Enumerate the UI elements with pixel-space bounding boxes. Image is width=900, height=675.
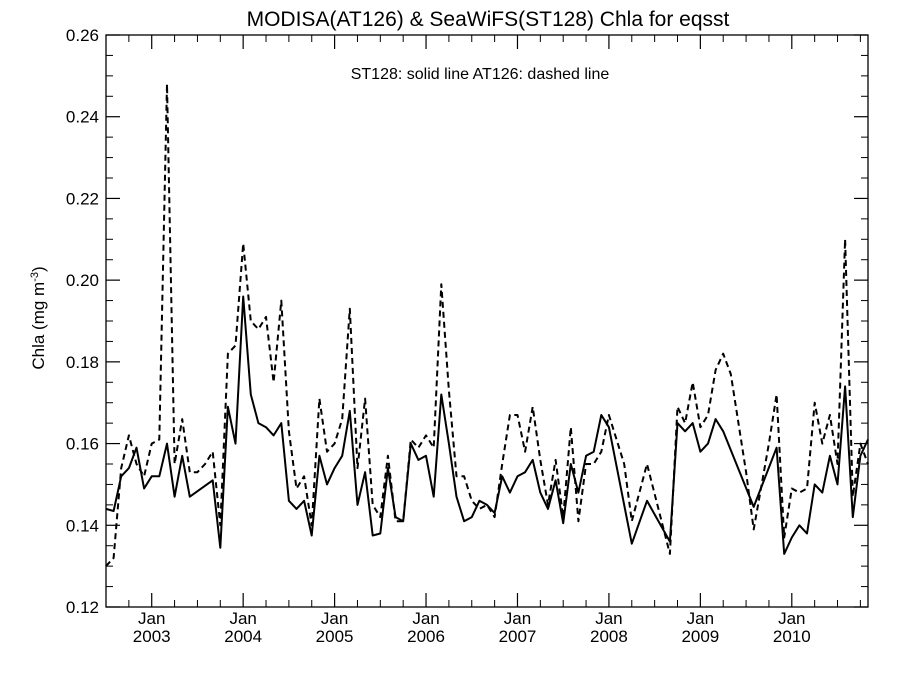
x-tick-month-label: Jan (778, 609, 805, 628)
x-tick-year-label: 2008 (590, 627, 628, 646)
x-tick-year-label: 2003 (133, 627, 171, 646)
x-tick-month-label: Jan (504, 609, 531, 628)
x-tick-month-label: Jan (412, 609, 439, 628)
data-series (105, 83, 869, 567)
y-axis-label-exponent: -3 (29, 272, 41, 282)
x-tick-year-label: 2010 (773, 627, 811, 646)
series-line-st128 (105, 295, 869, 555)
x-tick-year-label: 2006 (407, 627, 445, 646)
y-tick-label: 0.14 (66, 516, 99, 535)
y-axis-label-close: ) (29, 266, 48, 272)
plot-frame (105, 34, 869, 608)
x-tick-month-label: Jan (138, 609, 165, 628)
line-style-legend: ST128: solid line AT126: dashed line (351, 66, 610, 83)
x-tick-month-label: Jan (229, 609, 256, 628)
x-tick-year-label: 2007 (499, 627, 537, 646)
y-tick-label: 0.24 (66, 108, 99, 127)
x-tick-year-label: 2005 (316, 627, 354, 646)
x-tick-year-label: 2009 (681, 627, 719, 646)
y-tick-label: 0.26 (66, 26, 99, 45)
y-tick-label: 0.20 (66, 271, 99, 290)
y-tick-label: 0.18 (66, 353, 99, 372)
y-tick-label: 0.12 (66, 598, 99, 617)
y-axis-label-main: Chla (mg m (29, 282, 48, 370)
x-tick-month-label: Jan (687, 609, 714, 628)
x-tick-month-label: Jan (321, 609, 348, 628)
series-line-at126 (105, 83, 869, 567)
y-axis-label: Chla (mg m-3) (29, 266, 48, 369)
y-tick-label: 0.16 (66, 435, 99, 454)
y-tick-label: 0.22 (66, 189, 99, 208)
axis-ticks: 0.120.140.160.180.200.220.240.26Jan2003J… (66, 26, 868, 646)
chart-title: MODISA(AT126) & SeaWiFS(ST128) Chla for … (247, 8, 730, 31)
x-tick-month-label: Jan (595, 609, 622, 628)
x-tick-year-label: 2004 (224, 627, 262, 646)
